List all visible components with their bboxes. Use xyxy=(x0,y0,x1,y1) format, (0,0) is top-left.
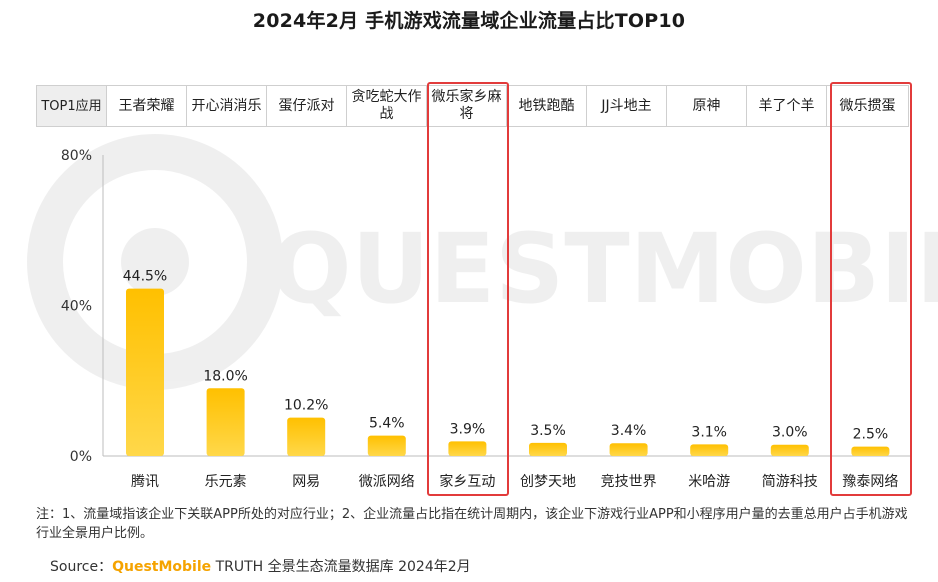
source-prefix: Source： xyxy=(50,559,113,575)
data-label: 10.2% xyxy=(284,398,328,414)
top-app-cell: 微乐家乡麻将 xyxy=(426,85,507,127)
watermark-logo: QUESTMOBILE xyxy=(27,134,938,390)
x-tick-label: 微派网络 xyxy=(359,474,415,490)
bar xyxy=(287,417,326,456)
highlight-box xyxy=(830,82,913,496)
highlight-box xyxy=(427,82,510,496)
x-tick-label: 网易 xyxy=(292,474,320,490)
top-app-cell: 地铁跑酷 xyxy=(506,85,587,127)
data-label: 44.5% xyxy=(123,269,167,285)
x-tick-label: 腾讯 xyxy=(131,473,159,490)
x-tick-label: 米哈游 xyxy=(688,474,730,490)
bar xyxy=(367,435,406,456)
source-line: Source：QuestMobile TRUTH 全景生态流量数据库 2024年… xyxy=(50,556,471,576)
bar xyxy=(690,444,729,456)
data-label: 3.1% xyxy=(691,424,727,440)
bar xyxy=(609,443,648,456)
bar xyxy=(770,444,809,456)
chart-title: 2024年2月 手机游戏流量域企业流量占比TOP10 xyxy=(252,10,686,32)
data-label: 3.4% xyxy=(611,423,647,439)
data-label: 3.0% xyxy=(772,425,808,441)
data-label: 5.4% xyxy=(369,416,405,432)
source-suffix: TRUTH 全景生态流量数据库 2024年2月 xyxy=(211,559,471,575)
data-label: 3.5% xyxy=(530,423,566,439)
bar xyxy=(851,446,890,456)
x-tick-label: 乐元素 xyxy=(205,474,247,490)
y-tick-label: 80% xyxy=(61,148,92,164)
top-app-table: TOP1应用 王者荣耀 开心消消乐 蛋仔派对 贪吃蛇大作战 微乐家乡麻将 地铁跑… xyxy=(36,85,909,127)
source-brand: QuestMobile xyxy=(112,559,212,575)
bar xyxy=(529,442,567,456)
y-tick-label: 40% xyxy=(61,299,92,315)
bar-chart: QUESTMOBILE 0% 40% 80% 44.5% 腾讯 18.0% 乐元素 10.2… xyxy=(27,134,938,490)
y-tick-label: 0% xyxy=(70,449,92,465)
x-tick-label: 简游科技 xyxy=(762,473,818,490)
data-label: 3.9% xyxy=(450,421,486,437)
bar xyxy=(448,441,487,456)
x-tick-label: 创梦天地 xyxy=(520,474,576,490)
data-label: 18.0% xyxy=(203,368,247,384)
bar xyxy=(126,288,164,456)
watermark-text: QUESTMOBILE xyxy=(270,213,938,325)
top-app-cell: 蛋仔派对 xyxy=(266,85,347,127)
x-tick-label: 豫泰网络 xyxy=(842,474,898,490)
top-app-cell: 原神 xyxy=(666,85,747,127)
footnote: 注：1、流量域指该企业下关联APP所处的对应行业；2、企业流量占比指在统计周期内… xyxy=(36,507,908,541)
top-app-cell: 开心消消乐 xyxy=(186,85,267,127)
top-app-cell: 微乐掼蛋 xyxy=(826,85,909,127)
bar xyxy=(206,388,245,456)
top-app-cell: 贪吃蛇大作战 xyxy=(346,85,427,127)
data-label: 2.5% xyxy=(853,427,889,443)
x-tick-label: 家乡互动 xyxy=(439,473,495,490)
x-tick-label: 竞技世界 xyxy=(601,473,657,490)
top-app-cell: 羊了个羊 xyxy=(746,85,827,127)
